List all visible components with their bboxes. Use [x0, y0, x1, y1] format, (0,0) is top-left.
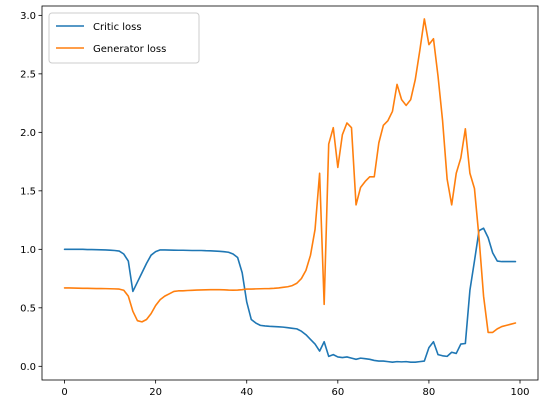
legend-frame: [48, 12, 200, 64]
y-tick-label: 1.5: [20, 186, 36, 197]
axes-frame: [41, 5, 539, 381]
y-tick-label: 1.0: [20, 245, 36, 256]
series-critic-loss: [63, 227, 517, 364]
x-tick-label: 20: [149, 387, 162, 398]
legend-label-critic-loss: Critic loss: [93, 22, 142, 33]
series-generator-loss: [63, 18, 517, 334]
y-tick-label: 0.0: [20, 362, 36, 373]
x-tick-label: 100: [510, 387, 529, 398]
y-tick-label: 0.5: [20, 303, 36, 314]
y-tick-label: 3.0: [20, 11, 36, 22]
series-line-critic-loss: [63, 227, 517, 364]
x-tick-label: 0: [61, 387, 67, 398]
x-tick-label: 80: [423, 387, 436, 398]
x-tick-label: 60: [331, 387, 344, 398]
series-line-generator-loss: [63, 18, 517, 334]
x-axis: 0 20 40 60 80 100: [61, 380, 530, 398]
legend-label-generator-loss: Generator loss: [93, 44, 166, 55]
x-tick-label: 40: [240, 387, 253, 398]
plot-area: [63, 18, 517, 364]
y-tick-label: 2.0: [20, 128, 36, 139]
legend: Critic loss Generator loss: [48, 12, 200, 64]
y-tick-label: 2.5: [20, 69, 36, 80]
y-axis: 0.0 0.5 1.0 1.5 2.0 2.5 3.0: [20, 11, 42, 373]
